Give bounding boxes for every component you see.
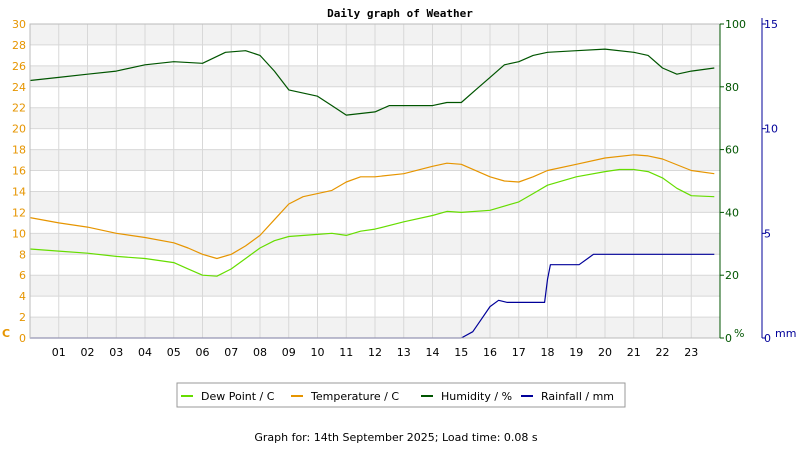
x-tick-label: 15: [454, 346, 468, 359]
x-tick-label: 09: [282, 346, 296, 359]
x-tick-label: 13: [397, 346, 411, 359]
y-left-tick-label: 4: [19, 290, 26, 303]
y-right1-tick-label: 0: [725, 332, 732, 345]
x-tick-label: 20: [598, 346, 612, 359]
y-left-tick-label: 6: [19, 269, 26, 282]
chart-footer: Graph for: 14th September 2025; Load tim…: [254, 431, 538, 444]
y-right1-tick-label: 80: [725, 81, 739, 94]
y-right1-tick-label: 100: [725, 18, 746, 31]
series-layer: [29, 48, 715, 339]
y-right2-tick-label: 10: [764, 123, 778, 136]
y-left-unit-label: C: [2, 327, 10, 340]
legend-label-dew-point-c: Dew Point / C: [201, 390, 275, 403]
y-right1-tick-label: 20: [725, 269, 739, 282]
y-left-tick-label: 8: [19, 248, 26, 261]
x-tick-label: 16: [483, 346, 497, 359]
x-tick-label: 02: [81, 346, 95, 359]
y-left-tick-label: 16: [12, 165, 26, 178]
x-tick-label: 23: [684, 346, 698, 359]
x-tick-label: 22: [656, 346, 670, 359]
x-tick-label: 14: [426, 346, 440, 359]
x-tick-label: 08: [253, 346, 267, 359]
y-right1-tick-label: 60: [725, 144, 739, 157]
x-tick-label: 07: [224, 346, 238, 359]
y-right1-tick-label: 40: [725, 206, 739, 219]
legend-box: [176, 382, 626, 408]
x-tick-label: 05: [167, 346, 181, 359]
series-line-temperature-c: [29, 154, 715, 260]
x-tick-label: 12: [368, 346, 382, 359]
x-tick-label: 21: [627, 346, 641, 359]
y-left-tick-label: 26: [12, 60, 26, 73]
y-left-tick-label: 20: [12, 123, 26, 136]
y-right2-tick-label: 0: [764, 332, 771, 345]
x-tick-label: 01: [52, 346, 66, 359]
series-line-humidity: [29, 48, 715, 116]
x-tick-label: 04: [138, 346, 152, 359]
x-tick-label: 10: [311, 346, 325, 359]
chart-title: Daily graph of Weather: [327, 7, 473, 20]
x-tick-label: 11: [339, 346, 353, 359]
x-tick-label: 19: [569, 346, 583, 359]
legend-label-rainfall-mm: Rainfall / mm: [541, 390, 614, 403]
x-tick-label: 18: [541, 346, 555, 359]
y-left-tick-label: 22: [12, 102, 26, 115]
y-left-tick-label: 2: [19, 311, 26, 324]
y-left-tick-label: 30: [12, 18, 26, 31]
legend-label-humidity: Humidity / %: [441, 390, 512, 403]
y-left-tick-label: 28: [12, 39, 26, 52]
y-right2-unit-label: mm: [775, 327, 796, 340]
series-line-rainfall-mm: [30, 253, 715, 339]
x-tick-label: 06: [196, 346, 210, 359]
y-left-tick-label: 0: [19, 332, 26, 345]
x-tick-label: 03: [109, 346, 123, 359]
legend-label-temperature-c: Temperature / C: [310, 390, 399, 403]
y-left-tick-label: 12: [12, 206, 26, 219]
y-right2-tick-label: 15: [764, 18, 778, 31]
y-left-tick-label: 18: [12, 144, 26, 157]
y-right2-tick-label: 5: [764, 227, 771, 240]
y-right1-unit-label: %: [734, 327, 744, 340]
y-left-tick-label: 10: [12, 227, 26, 240]
series-line-dew-point-c: [29, 168, 715, 277]
x-tick-label: 17: [512, 346, 526, 359]
y-left-tick-label: 24: [12, 81, 26, 94]
y-left-tick-label: 14: [12, 185, 26, 198]
legend: Dew Point / C Temperature / C Humidity / %…: [176, 382, 626, 408]
grid-lines: [30, 23, 720, 339]
